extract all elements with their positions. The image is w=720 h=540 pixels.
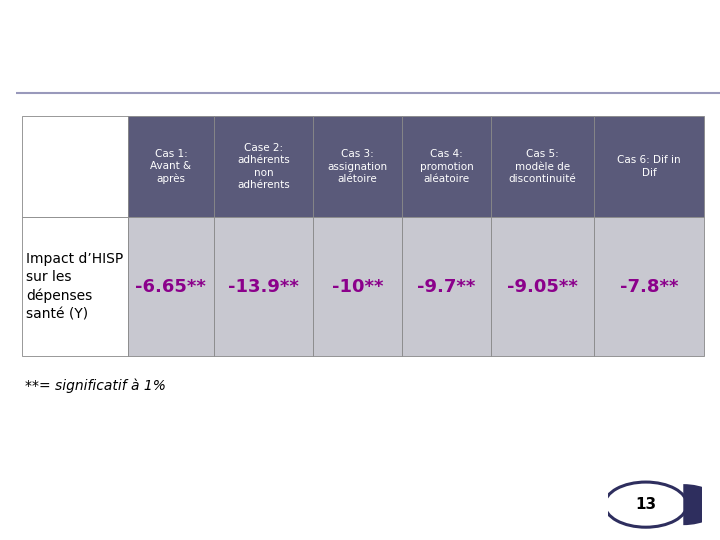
Text: Cas 4:
promotion
aléatoire: Cas 4: promotion aléatoire	[420, 149, 473, 184]
Wedge shape	[683, 484, 720, 525]
Text: Impact d’HISP
sur les
dépenses
santé (Y): Impact d’HISP sur les dépenses santé (Y)	[27, 252, 124, 322]
Text: -9.05**: -9.05**	[507, 278, 578, 296]
Text: 13: 13	[635, 497, 657, 512]
Text: Cas 3:
assignation
alétoire: Cas 3: assignation alétoire	[328, 149, 387, 184]
Text: Recommandation politique HISP?: Recommandation politique HISP?	[29, 29, 600, 58]
Text: -13.9**: -13.9**	[228, 278, 299, 296]
Text: Case 2:
adhérents
non
adhérents: Case 2: adhérents non adhérents	[237, 143, 289, 190]
Text: Cas 6: Dif in
Dif: Cas 6: Dif in Dif	[617, 156, 681, 178]
Text: -10**: -10**	[332, 278, 383, 296]
Text: Cas 1:
Avant &
après: Cas 1: Avant & après	[150, 149, 192, 184]
Text: -9.7**: -9.7**	[417, 278, 476, 296]
Text: -7.8**: -7.8**	[620, 278, 678, 296]
Text: -6.65**: -6.65**	[135, 278, 207, 296]
Text: **= significatif à 1%: **= significatif à 1%	[25, 379, 166, 393]
Circle shape	[605, 482, 687, 527]
Text: Cas 5:
modèle de
discontinuité: Cas 5: modèle de discontinuité	[508, 149, 576, 184]
